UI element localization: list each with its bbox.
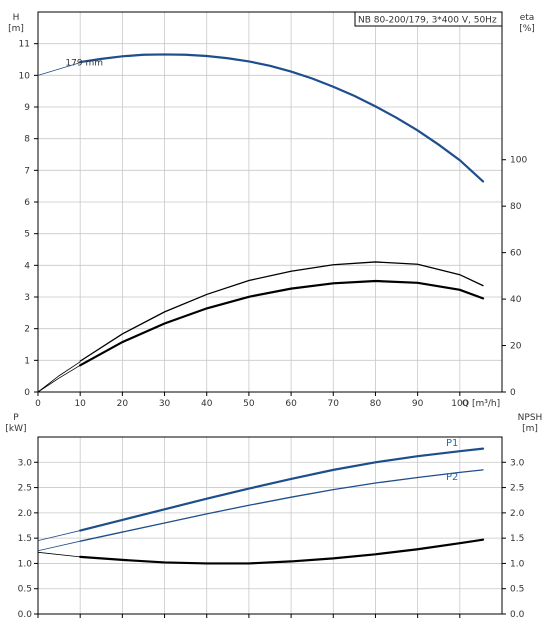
bottom-series-1-extrapolated-line — [37, 540, 81, 552]
p-tick-label: 2.5 — [18, 484, 32, 494]
top-plot — [34, 11, 506, 396]
head-curve — [79, 53, 485, 183]
q-tick-label: 40 — [201, 399, 213, 409]
npsh-tick-label: 0.0 — [510, 610, 525, 620]
bottom-plot — [34, 436, 506, 618]
h-tick-label: 4 — [24, 261, 30, 271]
efficiency-curve-1 — [79, 261, 484, 362]
npsh-axis-unit: [m] — [522, 424, 538, 434]
bottom-plot-frame — [37, 436, 503, 615]
h-tick-label: 1 — [24, 356, 30, 366]
h-tick-label: 3 — [24, 293, 30, 303]
eta-axis-unit: [%] — [519, 24, 535, 34]
eta-tick-label: 20 — [510, 342, 522, 352]
npsh-curve — [79, 538, 485, 565]
impeller-diameter-label: 179 mm — [65, 59, 103, 69]
h-tick-label: 7 — [24, 166, 30, 176]
h-axis-label: H — [13, 13, 20, 23]
h-tick-label: 2 — [24, 325, 30, 335]
p-axis-label: P — [13, 413, 19, 423]
p-axis-unit: [kW] — [5, 424, 26, 434]
bottom-series-2-extrapolated-line — [37, 551, 81, 558]
q-tick-label: 90 — [412, 399, 424, 409]
eta-tick-label: 60 — [510, 249, 522, 259]
p-tick-label: 0.5 — [18, 585, 32, 595]
q-tick-label: 100 — [451, 399, 468, 409]
p-tick-label: 1.5 — [18, 534, 32, 544]
p-tick-label: 2.0 — [18, 509, 33, 519]
p-tick-label: 1.0 — [18, 559, 33, 569]
bottom-series-0-extrapolated-line — [37, 530, 81, 542]
npsh-tick-label: 1.0 — [510, 559, 525, 569]
top-series-0-extrapolated-line — [37, 62, 81, 76]
top-series-2-extrapolated-line — [37, 364, 81, 393]
p2-power-curve — [79, 469, 484, 542]
npsh-tick-label: 2.0 — [510, 509, 525, 519]
npsh-axis-label: NPSH — [518, 413, 543, 423]
p2-series-label: P2 — [446, 472, 458, 483]
h-tick-label: 10 — [19, 71, 31, 81]
npsh-tick-label: 3.0 — [510, 458, 525, 468]
p1-series-label: P1 — [446, 438, 458, 449]
efficiency-curve-2 — [79, 279, 485, 367]
h-tick-label: 6 — [24, 198, 30, 208]
p1-power-curve — [79, 447, 485, 532]
q-tick-label: 70 — [328, 399, 340, 409]
p-tick-label: 0.0 — [18, 610, 33, 620]
h-tick-label: 0 — [24, 388, 30, 398]
p-tick-label: 3.0 — [18, 458, 33, 468]
q-tick-label: 10 — [74, 399, 86, 409]
top-series-1-extrapolated-line — [37, 361, 81, 393]
h-tick-label: 9 — [24, 103, 30, 113]
h-tick-label: 5 — [24, 230, 30, 240]
npsh-tick-label: 0.5 — [510, 585, 524, 595]
q-tick-label: 60 — [285, 399, 297, 409]
h-tick-label: 11 — [19, 40, 30, 50]
q-tick-label: 20 — [117, 399, 129, 409]
eta-tick-label: 0 — [510, 388, 516, 398]
npsh-tick-label: 1.5 — [510, 534, 524, 544]
eta-tick-label: 40 — [510, 295, 522, 305]
eta-tick-label: 80 — [510, 202, 522, 212]
h-tick-label: 8 — [24, 135, 30, 145]
q-tick-label: 50 — [243, 399, 255, 409]
eta-tick-label: 100 — [510, 156, 527, 166]
eta-axis-label: eta — [520, 13, 535, 23]
chart-title-box — [354, 11, 503, 27]
q-tick-label: 0 — [35, 399, 41, 409]
h-axis-unit: [m] — [8, 24, 24, 34]
q-tick-label: 30 — [159, 399, 171, 409]
q-tick-label: 80 — [370, 399, 382, 409]
npsh-tick-label: 2.5 — [510, 484, 524, 494]
q-axis-label: Q [m³/h] — [462, 399, 500, 409]
chart-title: NB 80-200/179, 3*400 V, 50Hz — [358, 16, 497, 26]
